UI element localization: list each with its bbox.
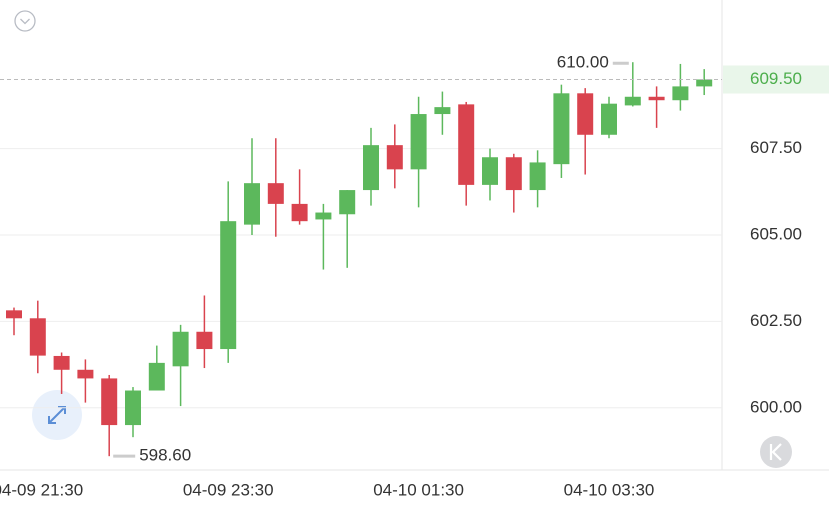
back-button[interactable]	[760, 436, 792, 468]
x-tick-label: 04-10 03:30	[564, 480, 655, 499]
candle-body	[434, 107, 451, 115]
last-price-label: 609.50	[750, 69, 802, 88]
candle-body	[148, 362, 165, 391]
candle-body	[196, 331, 213, 350]
candle-body	[553, 93, 570, 165]
y-tick-label: 605.00	[750, 224, 802, 243]
candle-body	[244, 183, 260, 225]
low-label: 598.60	[139, 446, 191, 465]
candle-body	[101, 378, 118, 426]
candle-body	[267, 183, 284, 204]
candle-body	[29, 318, 46, 356]
candle-body	[339, 190, 356, 215]
candle-body	[172, 331, 189, 367]
candle-body	[386, 145, 403, 170]
candle-body	[410, 114, 427, 170]
collapse-button[interactable]	[14, 10, 36, 32]
candle-body	[624, 96, 641, 106]
expand-button[interactable]	[32, 390, 82, 440]
candle-body	[577, 93, 594, 135]
candle-body	[220, 221, 237, 350]
candle-body	[125, 390, 141, 426]
x-tick-label: 04-10 01:30	[373, 480, 464, 499]
last-price-tag	[723, 65, 829, 94]
candle-body	[77, 369, 94, 379]
candle-body	[363, 145, 379, 191]
candle-body	[696, 79, 713, 87]
x-tick-label: 04-09 21:30	[0, 480, 83, 499]
y-tick-label: 607.50	[750, 138, 802, 157]
y-tick-label: 602.50	[750, 311, 802, 330]
high-label: 610.00	[557, 53, 609, 72]
candle-body	[482, 157, 498, 185]
x-tick-label: 04-09 23:30	[183, 480, 274, 499]
candle-body	[648, 96, 665, 101]
candle-body	[505, 157, 522, 191]
y-tick-label: 600.00	[750, 397, 802, 416]
candle-body	[6, 310, 22, 319]
candle-body	[315, 212, 332, 220]
candle-body	[672, 86, 689, 101]
candle-body	[53, 355, 70, 370]
candle-body	[601, 103, 617, 135]
candle-body	[291, 203, 308, 222]
candle-body	[458, 104, 475, 185]
candle-body	[529, 162, 546, 191]
